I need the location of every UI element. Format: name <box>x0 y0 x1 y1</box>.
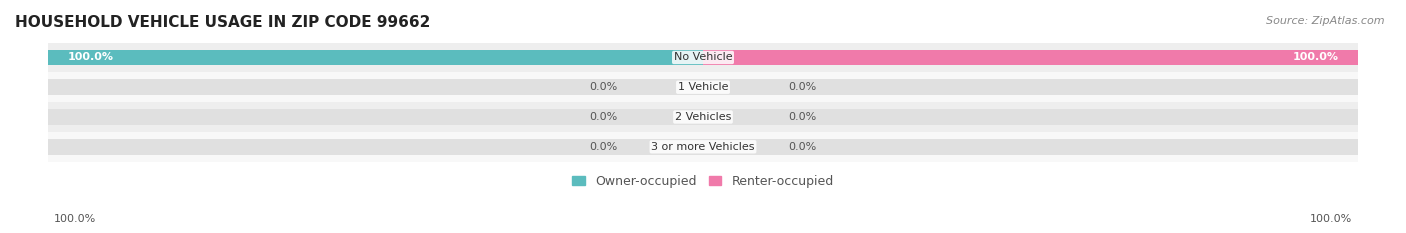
Text: 100.0%: 100.0% <box>53 214 96 224</box>
Bar <box>703 50 1358 65</box>
Legend: Owner-occupied, Renter-occupied: Owner-occupied, Renter-occupied <box>572 175 834 188</box>
Text: 100.0%: 100.0% <box>1310 214 1353 224</box>
Text: 0.0%: 0.0% <box>589 82 617 92</box>
Text: HOUSEHOLD VEHICLE USAGE IN ZIP CODE 99662: HOUSEHOLD VEHICLE USAGE IN ZIP CODE 9966… <box>15 15 430 30</box>
Bar <box>48 132 1358 162</box>
Bar <box>48 109 703 125</box>
Bar <box>48 72 1358 102</box>
Bar <box>48 50 703 65</box>
Text: 100.0%: 100.0% <box>1292 52 1339 62</box>
Bar <box>703 109 1358 125</box>
Bar <box>48 43 1358 72</box>
Bar <box>703 139 1358 154</box>
Text: 0.0%: 0.0% <box>789 142 817 152</box>
Bar <box>48 79 703 95</box>
Text: 100.0%: 100.0% <box>67 52 114 62</box>
Text: 0.0%: 0.0% <box>789 112 817 122</box>
Bar <box>48 102 1358 132</box>
Text: 3 or more Vehicles: 3 or more Vehicles <box>651 142 755 152</box>
Text: 2 Vehicles: 2 Vehicles <box>675 112 731 122</box>
Text: 0.0%: 0.0% <box>789 82 817 92</box>
Bar <box>703 50 1358 65</box>
Bar <box>48 139 703 154</box>
Bar <box>48 50 703 65</box>
Bar <box>703 79 1358 95</box>
Text: 1 Vehicle: 1 Vehicle <box>678 82 728 92</box>
Text: 0.0%: 0.0% <box>589 112 617 122</box>
Text: Source: ZipAtlas.com: Source: ZipAtlas.com <box>1267 16 1385 26</box>
Text: 0.0%: 0.0% <box>589 142 617 152</box>
Text: No Vehicle: No Vehicle <box>673 52 733 62</box>
